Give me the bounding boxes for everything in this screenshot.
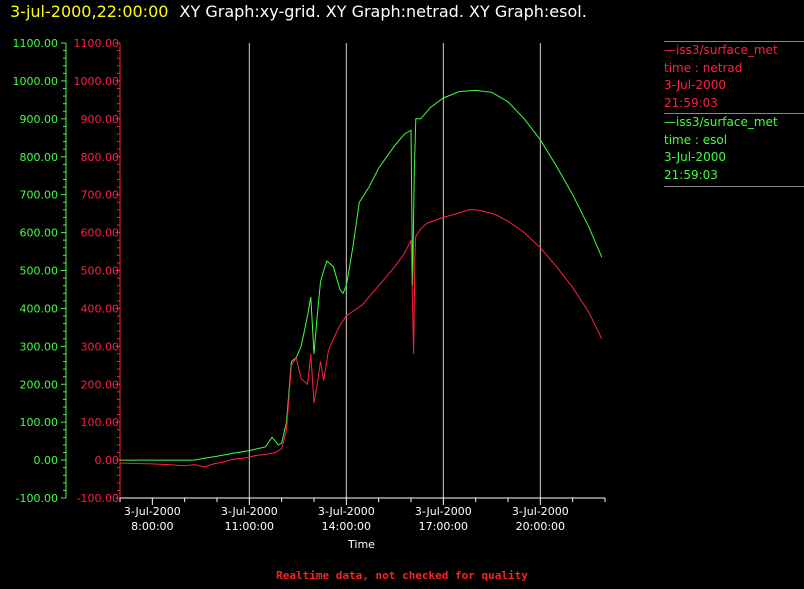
legend-netrad-name: —iss3/surface_met bbox=[664, 43, 778, 57]
y-tick-label-netrad: 1000.00 bbox=[74, 75, 120, 88]
y-tick-label-netrad: 400.00 bbox=[81, 302, 120, 315]
legend-netrad-date: 3-Jul-2000 bbox=[664, 78, 726, 92]
quality-note: Realtime data, not checked for quality bbox=[276, 569, 528, 582]
legend-entry-esol: —iss3/surface_met time : esol 3-Jul-2000… bbox=[664, 113, 804, 187]
y-tick-label-netrad: 500.00 bbox=[81, 265, 120, 278]
x-tick-label-time: 17:00:00 bbox=[419, 520, 468, 533]
x-tick-label-date: 3-Jul-2000 bbox=[318, 505, 375, 518]
y-tick-label-netrad: -100.00 bbox=[77, 492, 119, 505]
y-tick-label-esol: 800.00 bbox=[20, 151, 59, 164]
y-tick-label-netrad: 1100.00 bbox=[74, 37, 120, 50]
series-line-netrad bbox=[119, 209, 603, 468]
legend-netrad-time: 21:59:03 bbox=[664, 95, 718, 110]
x-tick-label-date: 3-Jul-2000 bbox=[124, 505, 181, 518]
y-tick-label-esol: 100.00 bbox=[20, 416, 59, 429]
axis-labels: -100.00 -100.00 0.00 0.00 100.00 100.00 200.00… bbox=[13, 37, 569, 551]
y-tick-label-esol: 500.00 bbox=[20, 265, 59, 278]
y-tick-label-esol: 900.00 bbox=[20, 113, 59, 126]
y-tick-label-netrad: 700.00 bbox=[81, 189, 120, 202]
title-graph-names: XY Graph:xy-grid. XY Graph:netrad. XY Gr… bbox=[179, 2, 587, 21]
y-tick-label-netrad: 0.00 bbox=[95, 454, 120, 467]
series-line-esol bbox=[120, 89, 603, 461]
y-tick-label-netrad: 800.00 bbox=[81, 151, 120, 164]
x-tick-label-time: 8:00:00 bbox=[131, 520, 173, 533]
legend-esol-time: 21:59:03 bbox=[664, 167, 718, 182]
title-timestamp: 3-jul-2000,22:00:00 bbox=[10, 2, 169, 21]
y-tick-label-esol: 0.00 bbox=[34, 454, 59, 467]
y-tick-label-esol: 1000.00 bbox=[13, 75, 59, 88]
y-tick-label-esol: 300.00 bbox=[20, 340, 59, 353]
legend-esol-name: —iss3/surface_met bbox=[664, 115, 778, 129]
y-tick-label-netrad: 300.00 bbox=[81, 340, 120, 353]
y-tick-label-esol: -100.00 bbox=[16, 492, 58, 505]
x-tick-label-date: 3-Jul-2000 bbox=[415, 505, 472, 518]
y-tick-label-esol: 1100.00 bbox=[13, 37, 59, 50]
y-tick-label-netrad: 200.00 bbox=[81, 378, 120, 391]
chart-title-bar: 3-jul-2000,22:00:00 XY Graph:xy-grid. XY… bbox=[10, 2, 587, 21]
legend-entry-netrad: —iss3/surface_met time : netrad 3-Jul-20… bbox=[664, 41, 804, 112]
y-tick-label-esol: 700.00 bbox=[20, 189, 59, 202]
grid-lines bbox=[248, 43, 541, 498]
y-tick-label-netrad: 900.00 bbox=[81, 113, 120, 126]
series-lines bbox=[119, 89, 603, 468]
x-tick-label-date: 3-Jul-2000 bbox=[221, 505, 278, 518]
y-tick-label-netrad: 600.00 bbox=[81, 227, 120, 240]
y-tick-label-esol: 600.00 bbox=[20, 227, 59, 240]
legend-netrad-var: time : netrad bbox=[664, 60, 743, 75]
x-tick-label-time: 20:00:00 bbox=[516, 520, 565, 533]
y-tick-label-esol: 400.00 bbox=[20, 302, 59, 315]
x-axis-label: Time bbox=[347, 538, 375, 551]
y-tick-label-esol: 200.00 bbox=[20, 378, 59, 391]
x-tick-label-date: 3-Jul-2000 bbox=[512, 505, 569, 518]
legend-esol-var: time : esol bbox=[664, 132, 728, 147]
axes bbox=[61, 42, 606, 505]
y-tick-label-netrad: 100.00 bbox=[81, 416, 120, 429]
x-tick-label-time: 11:00:00 bbox=[225, 520, 274, 533]
legend-esol-date: 3-Jul-2000 bbox=[664, 150, 726, 164]
x-tick-label-time: 14:00:00 bbox=[322, 520, 371, 533]
